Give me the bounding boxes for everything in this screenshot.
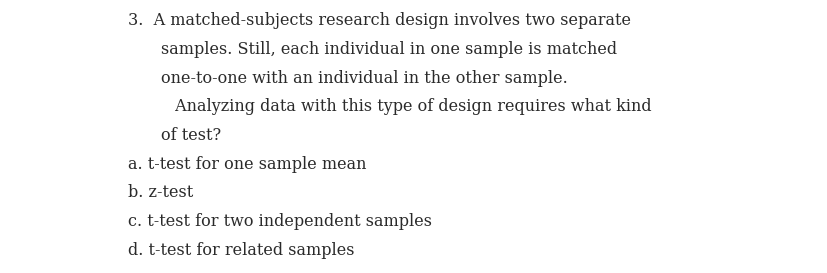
Text: 3.  A matched-subjects research design involves two separate: 3. A matched-subjects research design in…	[128, 12, 630, 29]
Text: Analyzing data with this type of design requires what kind: Analyzing data with this type of design …	[170, 98, 651, 115]
Text: samples. Still, each individual in one sample is matched: samples. Still, each individual in one s…	[161, 41, 617, 58]
Text: c. t-test for two independent samples: c. t-test for two independent samples	[128, 213, 432, 230]
Text: of test?: of test?	[161, 127, 222, 144]
Text: b. z-test: b. z-test	[128, 184, 194, 201]
Text: a. t-test for one sample mean: a. t-test for one sample mean	[128, 156, 366, 173]
Text: one-to-one with an individual in the other sample.: one-to-one with an individual in the oth…	[161, 70, 567, 87]
Text: d. t-test for related samples: d. t-test for related samples	[128, 242, 355, 259]
